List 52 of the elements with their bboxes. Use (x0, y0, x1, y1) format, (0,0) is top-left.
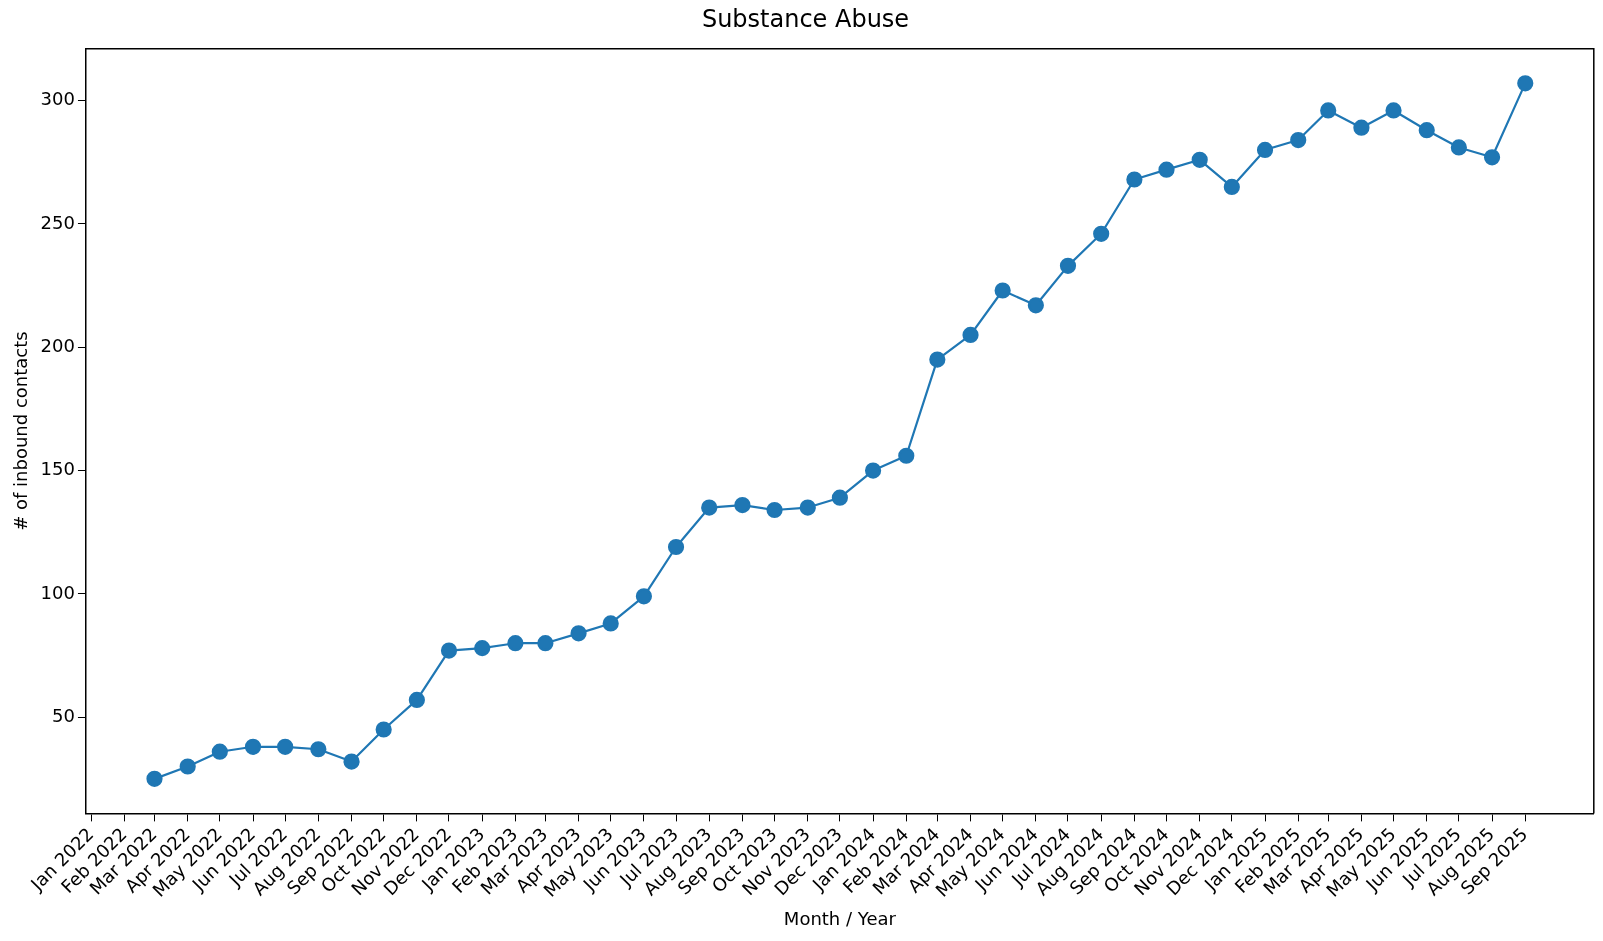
point (1353, 119, 1370, 136)
x-axis-title: Month / Year (783, 907, 897, 929)
point (667, 538, 685, 556)
point (1059, 257, 1077, 274)
point (1223, 178, 1240, 196)
point (602, 615, 619, 632)
point (1385, 102, 1402, 119)
point (734, 496, 751, 514)
y-tick-label: 250 (40, 211, 75, 233)
y-tick-label: 300 (40, 88, 75, 110)
point (1093, 225, 1110, 242)
point (1450, 139, 1467, 156)
point (146, 770, 163, 787)
point (1027, 297, 1044, 314)
point (962, 326, 979, 343)
point (1517, 75, 1534, 92)
point (408, 691, 425, 709)
point (1290, 131, 1307, 149)
point (1418, 122, 1435, 139)
y-axis-title: # of inbound contacts (10, 331, 32, 531)
point (440, 642, 458, 659)
point (1191, 151, 1208, 168)
point (570, 625, 587, 642)
point (375, 721, 392, 738)
point (831, 489, 848, 506)
point (701, 499, 718, 516)
point (1256, 141, 1274, 159)
y-tick-label: 50 (52, 704, 75, 726)
point (1320, 102, 1337, 119)
point (179, 758, 196, 775)
point (1483, 149, 1501, 166)
point (244, 738, 262, 755)
point (929, 351, 946, 368)
point (994, 282, 1011, 299)
point (635, 588, 652, 605)
chart-title: Substance Abuse (701, 4, 910, 33)
point (898, 447, 915, 464)
point (474, 640, 491, 657)
point (277, 738, 294, 755)
point (766, 501, 783, 519)
y-tick-label: 200 (40, 334, 75, 356)
point (507, 635, 524, 652)
point (1158, 161, 1175, 178)
point (799, 499, 816, 516)
point (343, 753, 360, 770)
point (211, 743, 228, 760)
point (864, 462, 882, 479)
y-tick-label: 150 (40, 458, 75, 480)
point (1126, 171, 1143, 188)
point (537, 635, 554, 652)
y-tick-label: 100 (40, 581, 75, 603)
point (310, 741, 327, 758)
